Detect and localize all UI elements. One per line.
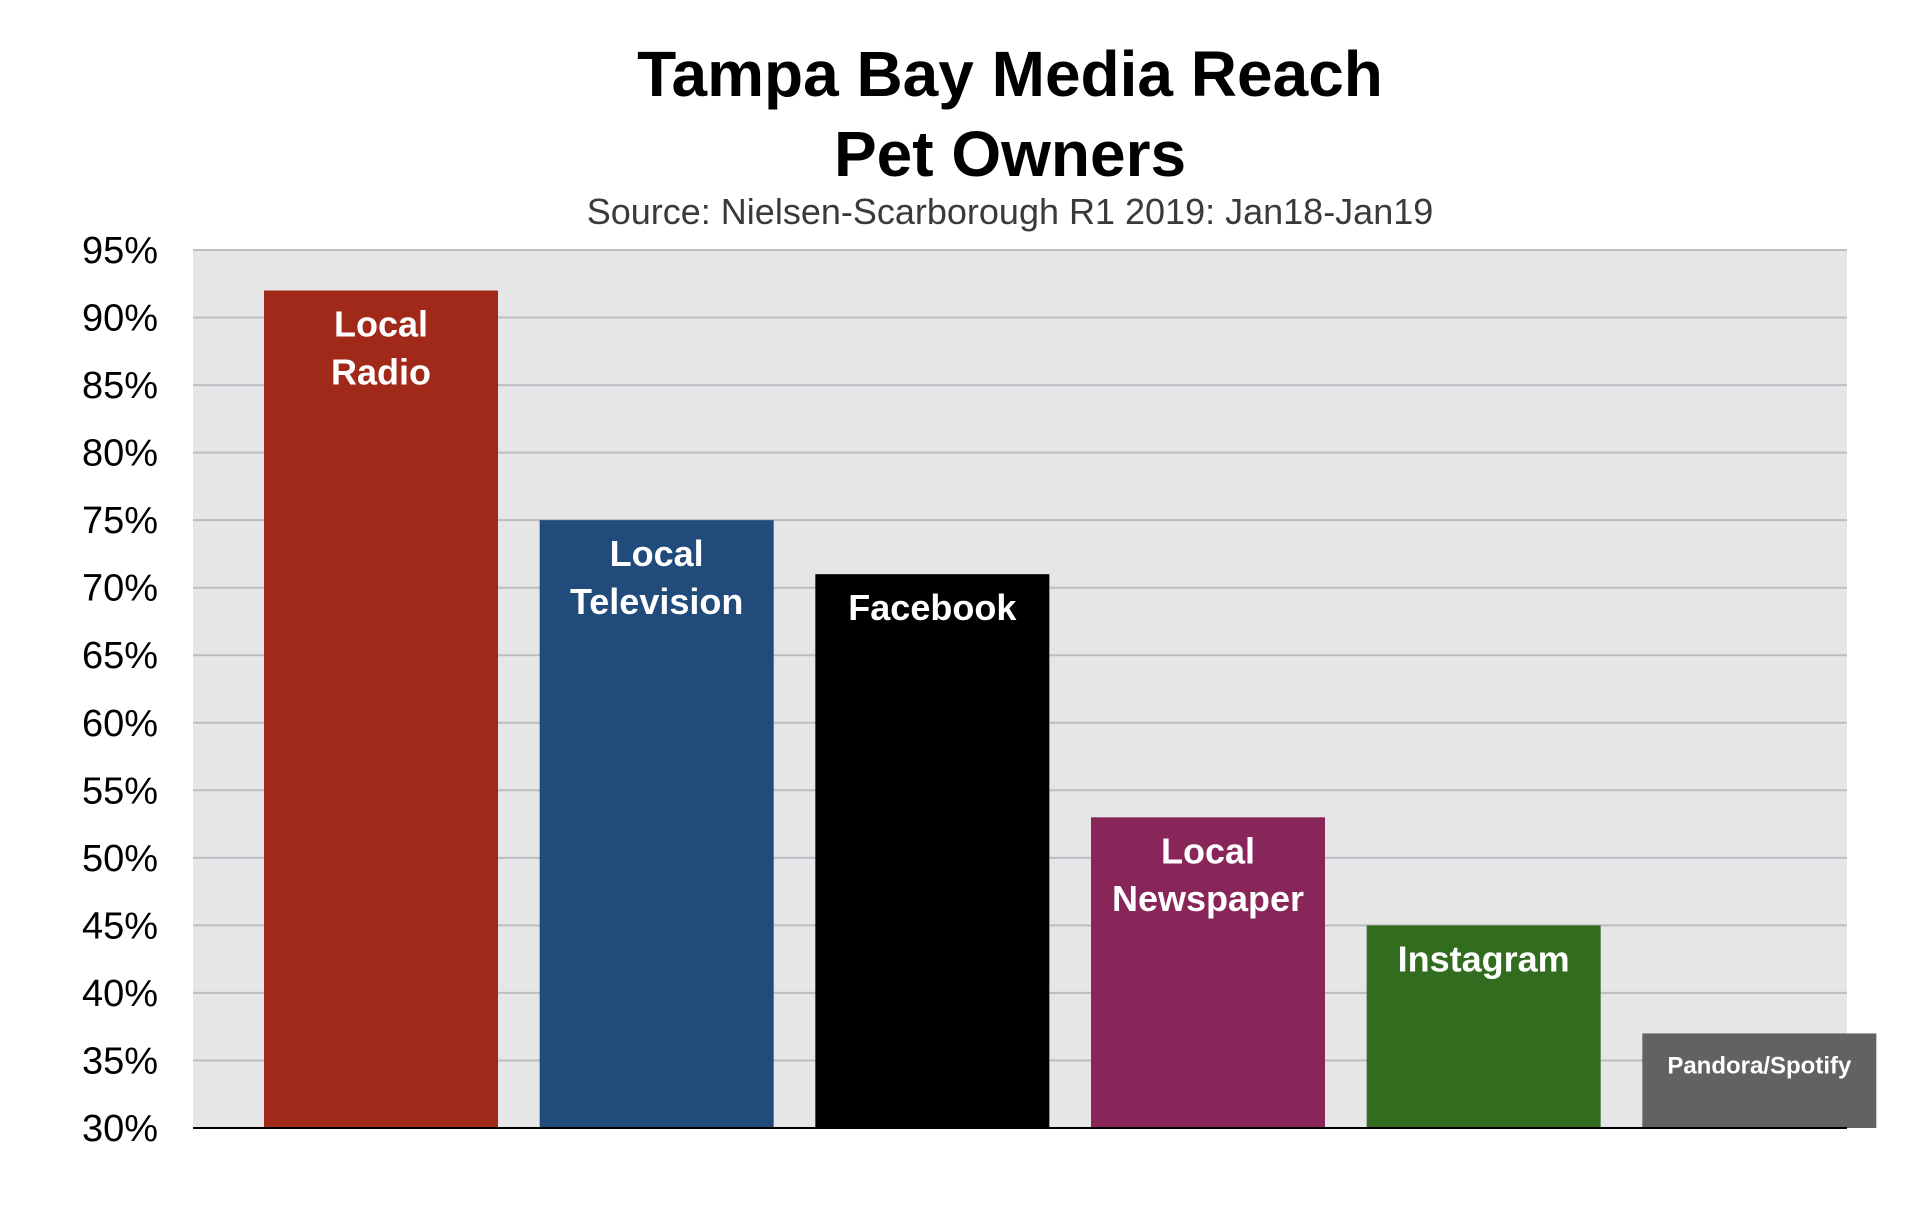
chart-title-line2: Pet Owners — [833, 118, 1187, 190]
y-tick-label: 85% — [82, 365, 158, 407]
bar-category-label: Pandora/Spotify — [1667, 1052, 1852, 1079]
bar-category-label: Local — [1161, 830, 1255, 871]
y-tick-label: 65% — [82, 635, 158, 677]
bar — [1091, 817, 1325, 1128]
bar-category-label: Local — [334, 304, 428, 345]
y-tick-label: 50% — [82, 838, 158, 880]
y-axis-ticks: 95% 90% 85% 80% 75% 70% 65% 60% 55% 50% 45% 40% 35% 3… — [82, 230, 158, 1150]
bars — [264, 290, 1877, 1128]
y-tick-label: 90% — [82, 298, 158, 340]
bar-category-label: Television — [570, 581, 743, 622]
y-tick-label: 75% — [82, 500, 158, 542]
bar — [264, 290, 498, 1128]
y-tick-label: 45% — [82, 905, 158, 947]
bar — [539, 520, 774, 1128]
chart-title: Tampa Bay Media Reach — [637, 38, 1383, 110]
bar-category-label: Local — [610, 533, 704, 574]
bar — [1366, 925, 1601, 1128]
bar-category-label: Facebook — [848, 587, 1017, 628]
y-tick-label: 70% — [82, 568, 158, 610]
y-tick-label: 40% — [82, 973, 158, 1015]
bar — [1642, 1033, 1877, 1128]
y-tick-label: 30% — [82, 1108, 158, 1150]
bar-category-label: Instagram — [1398, 938, 1570, 979]
y-tick-label: 35% — [82, 1040, 158, 1082]
y-tick-label: 60% — [82, 703, 158, 745]
chart-subtitle: Source: Nielsen-Scarborough R1 2019: Jan… — [586, 191, 1434, 232]
bar — [815, 574, 1050, 1128]
y-tick-label: 55% — [82, 770, 158, 812]
bar-category-label: Radio — [331, 351, 431, 392]
bar-category-label: Newspaper — [1112, 878, 1304, 919]
bar-labels: Local Radio Local Television Facebook Local Ne… — [331, 304, 1852, 1080]
y-tick-label: 80% — [82, 433, 158, 475]
y-tick-label: 95% — [82, 230, 158, 272]
